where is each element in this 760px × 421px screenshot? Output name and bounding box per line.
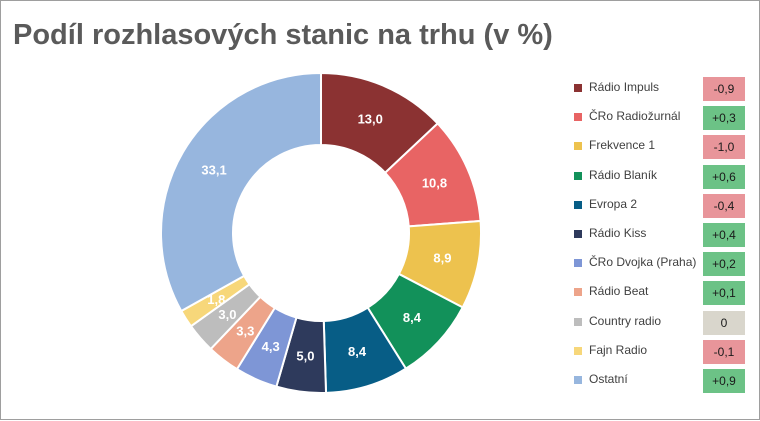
legend-label: Country radio — [589, 313, 662, 328]
legend-label: ČRo Dvojka (Praha) — [589, 255, 697, 270]
legend-item: Frekvence 1 -1,0 — [574, 135, 745, 160]
legend-swatch — [574, 288, 582, 297]
slice-label-10: 33,1 — [201, 163, 226, 178]
legend-item: Evropa 2 -0,4 — [574, 193, 745, 218]
legend-item: Rádio Beat +0,1 — [574, 281, 745, 306]
legend-swatch — [574, 200, 582, 209]
legend-swatch — [574, 171, 582, 180]
legend-label: Fajn Radio — [589, 342, 648, 357]
legend-label: Rádio Blaník — [589, 167, 658, 182]
legend-item: Ostatní +0,9 — [574, 369, 745, 393]
legend-label: Rádio Beat — [589, 284, 649, 299]
legend-label: Evropa 2 — [589, 196, 638, 211]
legend-change-badge: +0,4 — [703, 223, 745, 247]
legend-change-badge: +0,6 — [703, 164, 745, 189]
legend-change-badge: +0,9 — [703, 369, 745, 393]
slice-label-3: 8,4 — [403, 310, 422, 325]
slice-label-4: 8,4 — [348, 344, 367, 359]
slice-label-6: 4,3 — [262, 339, 280, 354]
legend-change-badge: -0,4 — [703, 193, 745, 218]
legend-swatch — [574, 84, 582, 92]
legend-swatch — [574, 142, 582, 151]
slice-label-7: 3,3 — [236, 324, 254, 339]
legend-label: ČRo Radiožurnál — [589, 109, 681, 124]
legend-swatch — [574, 230, 582, 238]
legend-change-badge: +0,1 — [703, 281, 745, 306]
legend-item: Rádio Impuls -0,9 — [574, 77, 745, 101]
slice-label-5: 5,0 — [296, 349, 314, 364]
legend-label: Rádio Kiss — [589, 226, 647, 240]
legend-change-badge: -1,0 — [703, 135, 745, 160]
slice-label-8: 3,0 — [218, 307, 236, 322]
slice-label-2: 8,9 — [433, 251, 451, 266]
chart-title: Podíl rozhlasových stanic na trhu (v %) — [13, 19, 553, 51]
legend-item: Fajn Radio -0,1 — [574, 339, 745, 364]
legend-item: ČRo Dvojka (Praha) +0,2 — [574, 252, 745, 277]
legend-change-badge: -0,9 — [703, 77, 745, 101]
legend-item: Rádio Kiss +0,4 — [574, 223, 745, 247]
slice-label-1: 10,8 — [422, 176, 447, 191]
legend-swatch — [574, 113, 582, 122]
legend-label: Ostatní — [589, 372, 628, 386]
legend-change-badge: +0,2 — [703, 252, 745, 277]
legend-swatch — [574, 376, 582, 384]
legend-swatch — [574, 317, 582, 326]
slice-label-9: 1,8 — [207, 292, 225, 307]
slice-label-0: 13,0 — [358, 112, 383, 127]
legend-item: Country radio 0 — [574, 310, 745, 335]
legend-label: Frekvence 1 — [589, 138, 656, 153]
legend-change-badge: -0,1 — [703, 339, 745, 364]
slice-10 — [160, 71, 322, 313]
legend-change-badge: 0 — [703, 310, 745, 335]
legend-item: ČRo Radiožurnál +0,3 — [574, 106, 745, 131]
legend-item: Rádio Blaník +0,6 — [574, 164, 745, 189]
legend-swatch — [574, 259, 582, 268]
legend-label: Rádio Impuls — [589, 80, 660, 94]
legend-change-badge: +0,3 — [703, 106, 745, 131]
legend-swatch — [574, 346, 582, 355]
